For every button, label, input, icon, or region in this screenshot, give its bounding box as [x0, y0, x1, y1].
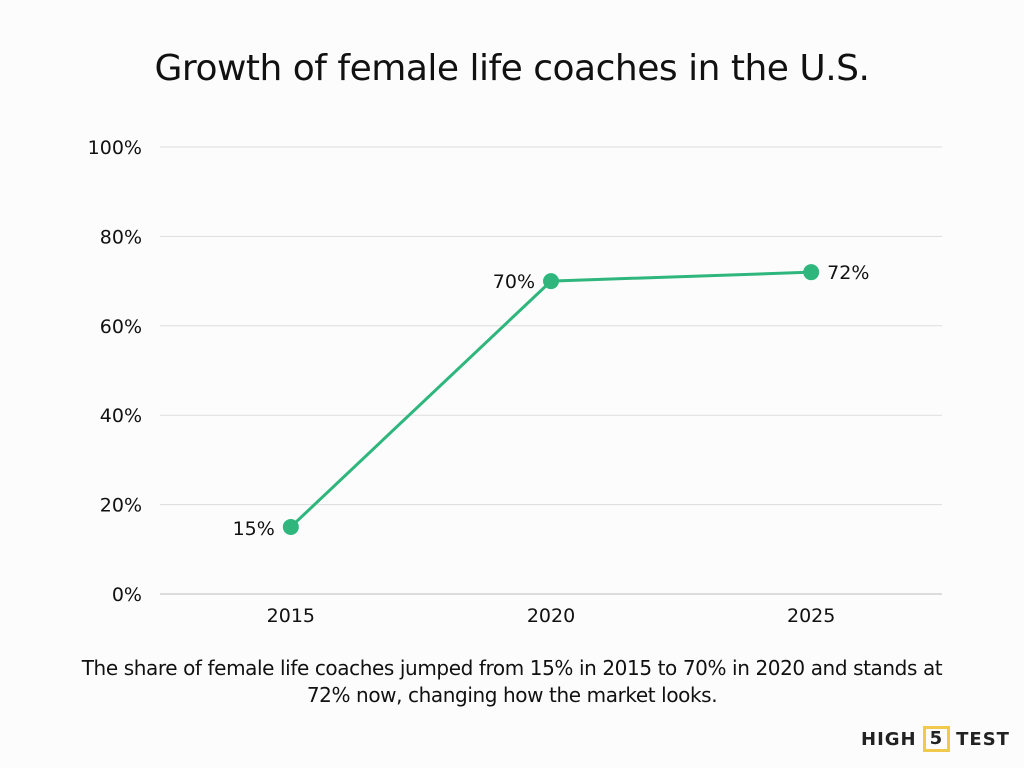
y-tick-label: 100% — [88, 137, 142, 159]
y-tick-label: 0% — [112, 584, 142, 606]
data-point — [803, 264, 820, 281]
x-tick-label: 2025 — [787, 605, 835, 627]
chart-caption: The share of female life coaches jumped … — [81, 656, 943, 707]
x-tick-label: 2020 — [527, 605, 575, 627]
chart-title: Growth of female life coaches in the U.S… — [154, 48, 870, 89]
y-tick-label: 20% — [100, 495, 142, 517]
y-tick-label: 40% — [100, 405, 142, 427]
brand-logo: HIGH 5 TEST — [861, 726, 1010, 752]
logo-text-right: TEST — [956, 728, 1010, 750]
data-point — [543, 273, 559, 290]
data-label: 15% — [233, 518, 275, 540]
data-label: 72% — [827, 262, 869, 284]
logo-text-left: HIGH — [861, 728, 917, 750]
y-tick-label: 80% — [100, 226, 142, 248]
data-label: 70% — [493, 271, 535, 293]
x-tick-label: 2015 — [267, 605, 315, 627]
logo-box: 5 — [922, 726, 951, 752]
data-point — [282, 518, 299, 535]
y-tick-label: 60% — [100, 316, 142, 338]
series-line — [289, 270, 812, 529]
